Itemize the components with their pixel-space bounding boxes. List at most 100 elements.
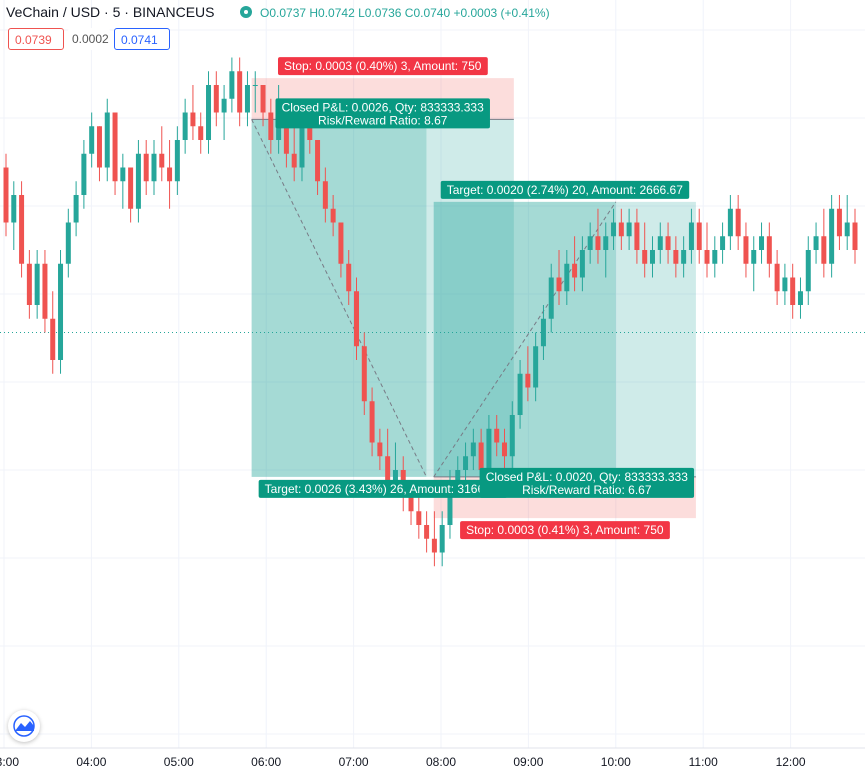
candle-body	[603, 236, 609, 250]
buy-price-button[interactable]: 0.0741	[114, 28, 170, 50]
candle-body	[58, 263, 64, 360]
candle-body	[229, 71, 235, 99]
short-closed-label-pnl: Closed P&L: 0.0026, Qty: 833333.333	[282, 100, 484, 114]
candle-body	[478, 442, 484, 470]
candle-body	[509, 415, 515, 457]
candle-body	[720, 236, 726, 250]
trade-path-0	[251, 119, 427, 478]
candle-body	[836, 208, 842, 237]
candle-body	[424, 525, 430, 539]
long-closed-label-ratio: Risk/Reward Ratio: 6.67	[522, 483, 652, 497]
candle-body	[533, 346, 539, 388]
candle-body	[525, 373, 531, 388]
long-stop-label[interactable]: Stop: 0.0003 (0.41%) 3, Amount: 750	[460, 521, 670, 540]
candle-body	[159, 153, 165, 168]
candle-body	[416, 511, 422, 525]
candle-body	[751, 250, 757, 264]
candle-body	[81, 153, 87, 195]
time-axis-tick-label: 10:00	[601, 755, 631, 769]
short-closed-label[interactable]: Closed P&L: 0.0026, Qty: 833333.333Risk/…	[275, 98, 490, 129]
short-target-label[interactable]: Target: 0.0026 (3.43%) 26, Amount: 3166.…	[258, 479, 508, 498]
candle-body	[42, 263, 48, 319]
candle-body	[642, 250, 648, 264]
candle-body	[743, 236, 749, 264]
candle-body	[852, 222, 858, 250]
candle-body	[322, 181, 328, 209]
candle-body	[89, 126, 95, 154]
candle-body	[104, 112, 110, 168]
candle-body	[237, 71, 243, 113]
tradingview-logo-icon[interactable]	[8, 710, 40, 742]
candle-body	[790, 277, 796, 305]
candle-body	[260, 85, 266, 113]
candle-body	[587, 236, 593, 250]
short-target-label-bg	[258, 479, 508, 498]
candle-body	[307, 126, 313, 140]
candle-body	[151, 153, 157, 182]
long-target-label[interactable]: Target: 0.0020 (2.74%) 20, Amount: 2666.…	[440, 180, 690, 199]
candle-body	[291, 153, 297, 168]
trade-path-1	[433, 201, 617, 478]
profit-zone-0	[251, 119, 514, 477]
candle-body	[385, 456, 391, 484]
candle-body	[120, 167, 126, 182]
candle-body	[190, 112, 196, 127]
candle-body	[782, 277, 788, 292]
long-target-label-bg	[440, 180, 690, 199]
candle-body	[174, 140, 180, 182]
candle-body	[377, 442, 383, 457]
candle-body	[681, 250, 687, 264]
candle-body	[143, 153, 149, 182]
candle-body	[634, 222, 640, 250]
candle-body	[135, 153, 141, 209]
candle-body	[665, 236, 671, 250]
short-closed-label-bg	[275, 98, 490, 129]
candle-body	[766, 236, 772, 264]
candle-body	[112, 112, 118, 182]
short-stop-label[interactable]: Stop: 0.0003 (0.40%) 3, Amount: 750	[277, 57, 488, 76]
candle-body	[346, 263, 352, 292]
candle-body	[774, 263, 780, 292]
candle-body	[688, 222, 694, 250]
candle-body	[470, 442, 476, 457]
candle-body	[548, 277, 554, 319]
candle-body	[19, 195, 25, 264]
candle-body	[463, 456, 469, 470]
candle-body	[813, 236, 819, 250]
candle-body	[595, 236, 601, 250]
ohlc-readout: O0.0737 H0.0742 L0.0736 C0.0740 +0.0003 …	[260, 6, 550, 20]
time-axis-tick-label: 11:00	[689, 755, 718, 769]
candle-body	[821, 236, 827, 264]
time-axis-tick-label: 03:00	[0, 755, 19, 769]
time-axis-tick-label: 04:00	[76, 755, 106, 769]
candle-body	[797, 291, 803, 305]
candle-body	[11, 195, 17, 223]
candle-body	[704, 250, 710, 264]
candle-body	[455, 470, 461, 484]
candle-body	[572, 263, 578, 278]
sell-price-button[interactable]: 0.0739	[8, 28, 64, 50]
candle-body	[494, 428, 500, 443]
candle-body	[338, 222, 344, 264]
candle-body	[392, 470, 398, 484]
time-axis-tick-label: 08:00	[426, 755, 456, 769]
candle-body	[213, 85, 219, 113]
candle-body	[315, 140, 321, 182]
candle-body	[649, 250, 655, 264]
candle-body	[618, 222, 624, 237]
spread-value: 0.0002	[68, 28, 110, 50]
candle-body	[829, 208, 835, 264]
candle-body	[735, 208, 741, 237]
candle-body	[167, 167, 173, 182]
candle-body	[198, 126, 204, 140]
candle-body	[439, 525, 445, 553]
candle-body	[50, 318, 56, 360]
candle-body	[579, 250, 585, 278]
candle-body	[626, 222, 632, 237]
candle-body	[354, 291, 360, 347]
candle-body	[330, 208, 336, 223]
candle-body	[73, 195, 79, 223]
long-closed-label[interactable]: Closed P&L: 0.0020, Qty: 833333.333Risk/…	[479, 467, 695, 498]
symbol-title[interactable]: VeChain / USD · 5 · BINANCEUS	[6, 4, 215, 20]
